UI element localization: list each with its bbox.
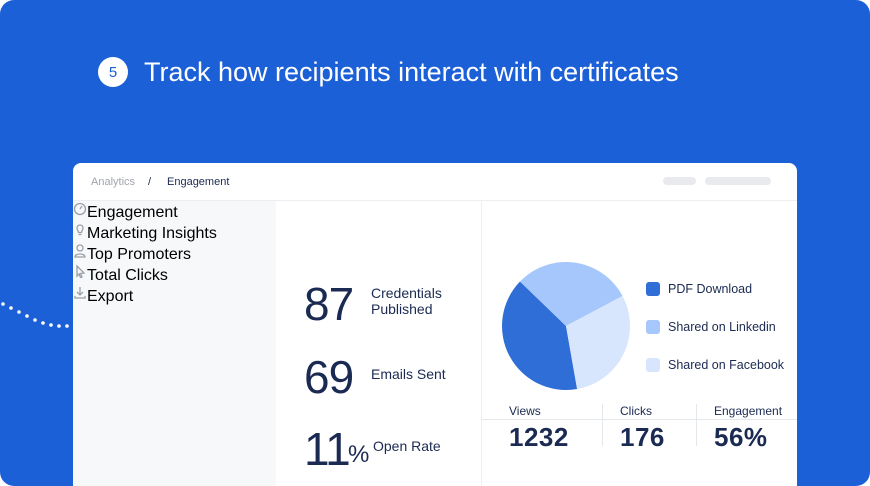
menu-icon — [74, 244, 86, 258]
sidebar: Engagement Marketing Insights Top Promoter… — [73, 201, 276, 486]
divider — [696, 404, 697, 446]
chart-panel: PDF Download Shared on Linkedin Shared on … — [481, 201, 797, 486]
menu-icon — [74, 287, 86, 299]
menu-icon — [73, 202, 87, 216]
metric-label: Clicks — [620, 404, 652, 418]
metric-value: 176 — [620, 422, 665, 452]
pie-slice — [566, 295, 630, 390]
menu-label: Total Clicks — [87, 267, 168, 284]
metric-label: Views — [509, 404, 541, 418]
page-title: Track how recipients interact with certi… — [144, 57, 679, 87]
decorative-dots — [1, 302, 69, 328]
breadcrumb-parent[interactable]: Analytics — [91, 176, 136, 188]
menu-icon — [76, 224, 84, 236]
menu-label: Marketing Insights — [87, 225, 217, 242]
stat-label: Credentials Published — [371, 285, 442, 317]
metric-label: Engagement — [714, 404, 783, 418]
analytics-card: Analytics / Engagement Engagement Marketi… — [73, 163, 797, 486]
breadcrumb-current: Engagement — [167, 176, 230, 188]
legend-label: Shared on Facebook — [668, 358, 785, 372]
menu-icon — [76, 264, 86, 279]
step-badge: 5 — [98, 57, 128, 87]
stat-unit: % — [348, 441, 370, 468]
divider — [481, 419, 797, 420]
menu-item[interactable]: Marketing Insights — [73, 222, 276, 243]
menu-item[interactable]: Top Promoters — [73, 243, 276, 264]
legend-swatch — [646, 320, 660, 334]
legend-swatch — [646, 282, 660, 296]
stat-label: Emails Sent — [371, 365, 446, 382]
metric-value: 1232 — [509, 422, 569, 452]
menu-item[interactable]: Export — [73, 285, 276, 306]
menu-label: Top Promoters — [87, 246, 192, 263]
menu-item[interactable]: Total Clicks — [73, 264, 276, 285]
breadcrumb-bar: Analytics / Engagement — [73, 163, 797, 201]
pie-slice — [502, 281, 578, 390]
stat-value: 87 — [304, 278, 354, 330]
divider — [602, 404, 603, 446]
menu-label: Engagement — [87, 204, 178, 221]
stat-value: 11 — [304, 423, 351, 475]
stats-panel: 87 Credentials Published 69 Emails Sent 11% O… — [276, 201, 482, 486]
placeholder — [663, 177, 696, 185]
pie-chart — [502, 262, 630, 390]
menu-item[interactable]: Engagement — [73, 201, 276, 222]
stat-value: 69 — [304, 350, 354, 403]
legend-label: PDF Download — [668, 282, 753, 296]
pie-slice — [519, 262, 623, 326]
legend-label: Shared on Linkedin — [668, 320, 776, 334]
menu-label: Export — [87, 288, 134, 305]
legend-swatch — [646, 358, 660, 372]
breadcrumb-separator: / — [148, 176, 152, 188]
stat-label: Open Rate — [373, 438, 441, 454]
metric-value: 56% — [714, 422, 768, 452]
placeholder — [705, 177, 771, 185]
